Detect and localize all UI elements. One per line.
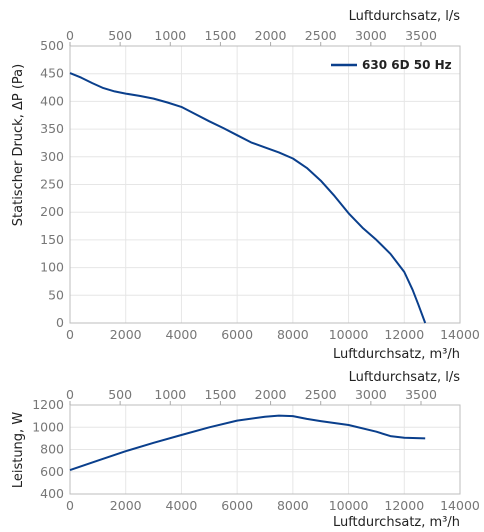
y-tick-label: 200 — [40, 204, 64, 219]
y-tick-label: 100 — [40, 260, 64, 275]
top-tick-label: 1500 — [205, 28, 237, 43]
y-tick-label: 350 — [40, 121, 64, 136]
top-tick-label: 2500 — [305, 28, 337, 43]
series-line — [69, 72, 427, 324]
x-tick-label: 12000 — [384, 498, 424, 513]
power-top-axis-title: Luftdurchsatz, l/s — [349, 370, 461, 385]
power-x-axis-title: Luftdurchsatz, m³/h — [333, 515, 460, 530]
x-tick-label: 4000 — [166, 498, 198, 513]
x-tick-label: 10000 — [329, 327, 369, 342]
power-plot-frame — [69, 404, 461, 495]
x-tick-label: 4000 — [166, 327, 198, 342]
y-tick-label: 600 — [40, 464, 64, 479]
y-tick-label: 250 — [40, 177, 64, 192]
x-tick-label: 14000 — [440, 498, 480, 513]
x-tick-label: 14000 — [440, 327, 480, 342]
y-tick-label: 500 — [40, 38, 64, 53]
top-tick-label: 0 — [66, 387, 74, 402]
y-tick-label: 1000 — [32, 419, 64, 434]
x-tick-label: 8000 — [277, 498, 309, 513]
y-tick-label: 0 — [56, 315, 64, 330]
legend-label: 630 6D 50 Hz — [362, 58, 452, 72]
top-tick-label: 1000 — [154, 28, 186, 43]
top-tick-label: 3000 — [355, 28, 387, 43]
y-tick-label: 450 — [40, 66, 64, 81]
y-tick-label: 800 — [40, 442, 64, 457]
top-tick-label: 1000 — [154, 387, 186, 402]
x-tick-label: 0 — [66, 498, 74, 513]
x-tick-label: 12000 — [384, 327, 424, 342]
y-tick-label: 300 — [40, 149, 64, 164]
x-tick-label: 2000 — [110, 498, 142, 513]
top-tick-label: 2000 — [255, 28, 287, 43]
legend: 630 6D 50 Hz — [331, 58, 452, 72]
y-tick-label: 400 — [40, 486, 64, 501]
pressure-grid — [69, 45, 461, 324]
y-tick-label: 1200 — [32, 397, 64, 412]
y-tick-label: 150 — [40, 232, 64, 247]
top-tick-label: 2000 — [255, 387, 287, 402]
y-tick-label: 50 — [48, 287, 64, 302]
pressure-series — [69, 72, 427, 324]
x-tick-label: 10000 — [329, 498, 369, 513]
x-tick-label: 2000 — [110, 327, 142, 342]
top-tick-label: 0 — [66, 28, 74, 43]
x-tick-label: 6000 — [221, 498, 253, 513]
pressure-y-axis-title: Statischer Druck, ΔP (Pa) — [11, 64, 26, 226]
top-tick-label: 3500 — [405, 28, 437, 43]
top-tick-label: 1500 — [205, 387, 237, 402]
top-tick-label: 3500 — [405, 387, 437, 402]
top-tick-label: 3000 — [355, 387, 387, 402]
pressure-plot-frame — [69, 45, 461, 324]
pressure-x-axis-title: Luftdurchsatz, m³/h — [333, 347, 460, 362]
power-y-axis-title: Leistung, W — [11, 412, 26, 488]
x-tick-label: 0 — [66, 327, 74, 342]
top-tick-label: 500 — [108, 387, 132, 402]
power-series — [69, 414, 426, 472]
top-tick-label: 500 — [108, 28, 132, 43]
top-tick-label: 2500 — [305, 387, 337, 402]
x-tick-label: 6000 — [221, 327, 253, 342]
y-tick-label: 400 — [40, 93, 64, 108]
x-tick-label: 8000 — [277, 327, 309, 342]
pressure-top-axis-title: Luftdurchsatz, l/s — [349, 9, 461, 24]
series-line — [69, 414, 426, 472]
